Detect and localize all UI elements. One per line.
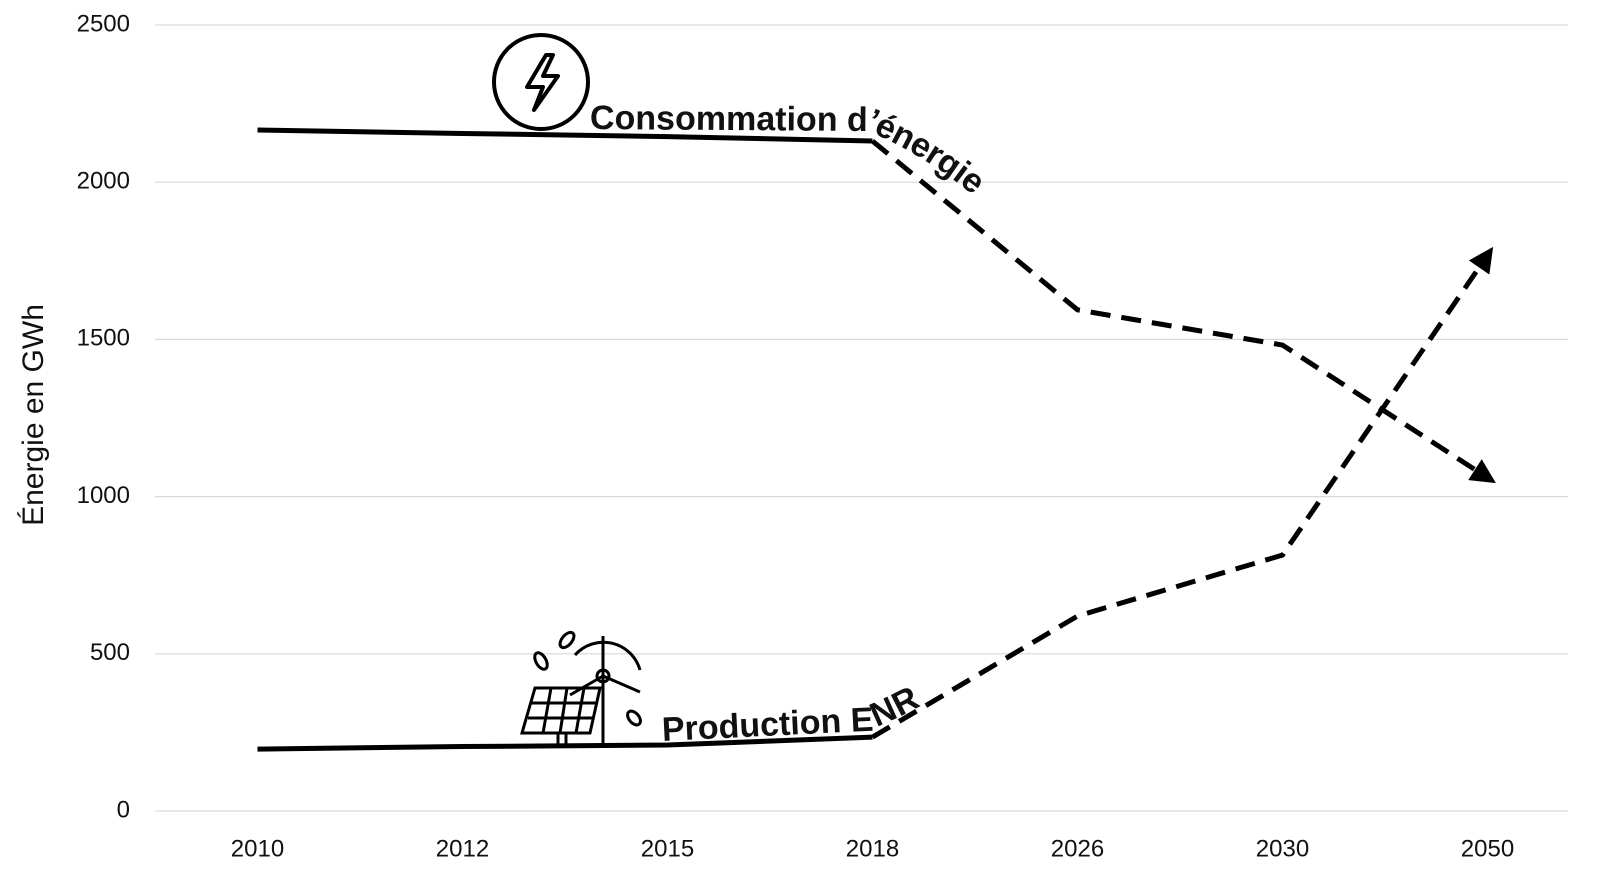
y-tick-label: 2500 bbox=[77, 10, 130, 37]
line-actual bbox=[257, 734, 873, 752]
series-label-path: Consommation d’énergie bbox=[590, 99, 992, 202]
x-tick-label: 2030 bbox=[1256, 835, 1309, 862]
y-tick-label: 1500 bbox=[77, 325, 130, 352]
x-tick-label: 2018 bbox=[846, 835, 899, 862]
grid bbox=[155, 24, 1568, 812]
line-projection bbox=[870, 139, 1496, 484]
series-label-path: Production ENR bbox=[661, 679, 925, 749]
y-tick-label: 500 bbox=[90, 639, 130, 666]
line-projection bbox=[871, 246, 1494, 740]
line-actual bbox=[257, 127, 873, 144]
x-tick-label: 2050 bbox=[1461, 835, 1514, 862]
lightning-icon bbox=[492, 33, 590, 131]
x-tick-label: 2026 bbox=[1051, 835, 1104, 862]
series-label: Production ENR bbox=[661, 679, 925, 749]
y-tick-label: 2000 bbox=[77, 168, 130, 195]
y-axis-title: Énergie en GWh bbox=[17, 304, 50, 526]
x-tick-label: 2012 bbox=[436, 835, 489, 862]
renewable-icon bbox=[520, 630, 642, 744]
x-tick-label: 2010 bbox=[231, 835, 284, 862]
y-tick-label: 1000 bbox=[77, 482, 130, 509]
x-tick-label: 2015 bbox=[641, 835, 694, 862]
series-label: Consommation d’énergie bbox=[590, 99, 992, 202]
y-tick-label: 0 bbox=[117, 796, 130, 823]
